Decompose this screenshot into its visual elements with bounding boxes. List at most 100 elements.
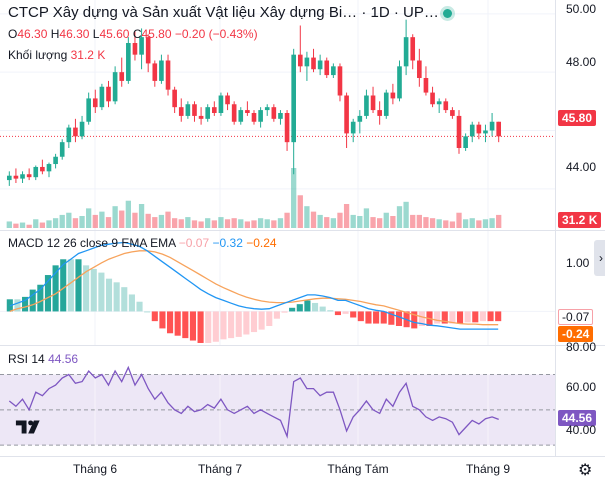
candle-body <box>6 175 12 181</box>
volume-bar <box>33 219 39 228</box>
candle-body <box>218 95 224 113</box>
volume-bar <box>370 217 376 228</box>
rsi-line <box>8 365 499 439</box>
price-pane[interactable] <box>0 0 555 230</box>
candle-body <box>46 164 52 172</box>
macd-histogram-bar <box>67 259 74 312</box>
candle-body <box>370 95 376 111</box>
candle-body <box>317 60 323 70</box>
rsi-pane[interactable] <box>0 346 555 456</box>
volume-bar <box>165 211 171 228</box>
pane-divider[interactable] <box>0 345 605 346</box>
volume-bar <box>92 214 98 228</box>
candle-body <box>119 72 125 81</box>
macd-histogram-bar <box>289 307 296 312</box>
macd-histogram-bar <box>128 294 135 312</box>
macd-histogram-bar <box>105 278 113 312</box>
volume-bar <box>171 218 178 228</box>
macd-histogram-bar <box>220 311 227 340</box>
settings-gear-icon[interactable]: ⚙ <box>578 462 593 479</box>
volume-legend[interactable]: Khối lượng 31.2 K <box>8 48 105 62</box>
rsi-legend[interactable]: RSI 14 44.56 <box>8 352 78 366</box>
volume-bar <box>99 211 105 228</box>
candle-body <box>66 127 72 143</box>
volume-bar <box>423 217 429 228</box>
close-value: 45.80 <box>141 27 172 41</box>
candle-body <box>172 89 177 108</box>
pane-divider[interactable] <box>0 230 605 231</box>
macd-legend[interactable]: MACD 12 26 close 9 EMA EMA −0.07 −0.32 −… <box>8 236 277 250</box>
macd-histogram-bar <box>212 311 219 342</box>
tradingview-logo-icon[interactable] <box>14 418 44 436</box>
scroll-right-arrow-icon[interactable]: › <box>594 240 605 276</box>
candle-body <box>469 124 475 137</box>
candle-body <box>297 54 303 67</box>
candle-body <box>205 107 211 119</box>
candle-body <box>145 37 151 64</box>
volume-bar <box>125 200 131 228</box>
volume-bar <box>205 218 211 228</box>
macd-histogram-bar <box>273 311 280 319</box>
market-status-icon[interactable] <box>442 8 452 18</box>
candle-body <box>284 113 290 143</box>
macd-histogram-bar <box>235 311 242 337</box>
macd-histogram-bar <box>380 311 387 324</box>
candle-body <box>198 115 204 119</box>
symbol-title[interactable]: CTCP Xây dựng và Sản xuất Vật liệu Xây d… <box>8 4 452 21</box>
macd-histogram-bar <box>189 311 197 341</box>
candle-body <box>331 66 336 76</box>
volume-bar <box>13 223 19 228</box>
volume-bar <box>443 220 449 228</box>
macd-histogram-bar <box>52 265 59 312</box>
candle-body <box>245 110 250 113</box>
volume-bar <box>244 221 251 228</box>
macd-params: 12 26 close 9 EMA EMA <box>46 236 176 250</box>
candle-body <box>390 92 396 99</box>
candle-body <box>337 66 343 96</box>
macd-histogram-bar <box>98 272 105 312</box>
high-value: 46.30 <box>59 27 90 41</box>
macd-histogram-bar <box>60 259 67 312</box>
macd-label: MACD <box>8 236 44 250</box>
time-label: Tháng Tám <box>327 462 389 476</box>
macd-pane[interactable] <box>0 231 555 345</box>
volume-bar <box>416 214 422 228</box>
volume-bar <box>403 201 409 228</box>
volume-bar <box>291 168 297 228</box>
volume-bar <box>297 195 303 228</box>
volume-bar <box>152 217 158 228</box>
macd-histogram-bar <box>37 284 44 312</box>
symbol-title-text[interactable]: CTCP Xây dựng và Sản xuất Vật liệu Xây d… <box>8 4 439 21</box>
macd-histogram-bar <box>167 311 174 334</box>
volume-bar <box>59 214 65 228</box>
volume-bar <box>46 220 52 228</box>
volume-bar <box>185 217 191 228</box>
macd-histogram-bar <box>441 311 448 324</box>
volume-bar <box>119 210 125 228</box>
candle-body <box>251 113 257 122</box>
rsi-tick: 40.00 <box>566 423 597 437</box>
macd-line-value: −0.32 <box>212 236 243 250</box>
candle-body <box>496 121 502 137</box>
macd-histogram-bar <box>487 311 494 322</box>
candle-body <box>403 37 409 67</box>
candle-body <box>483 130 488 134</box>
volume-bar <box>482 219 489 228</box>
macd-histogram-bar <box>243 311 250 335</box>
candle-body <box>238 110 244 122</box>
volume-bar <box>19 222 26 228</box>
macd-signal-line <box>9 250 499 326</box>
macd-histogram-bar <box>29 289 36 312</box>
volume-bar <box>257 218 264 228</box>
candle-body <box>463 136 468 148</box>
macd-histogram-bar <box>311 302 319 312</box>
macd-histogram-bar <box>250 311 258 333</box>
macd-histogram-bar <box>350 311 357 318</box>
macd-histogram-bar <box>22 296 29 312</box>
volume-bar <box>264 219 270 228</box>
rsi-label: RSI <box>8 352 29 366</box>
volume-bar <box>86 208 92 228</box>
candle-body <box>410 37 416 61</box>
candle-body <box>112 72 118 102</box>
volume-bar <box>377 218 383 228</box>
